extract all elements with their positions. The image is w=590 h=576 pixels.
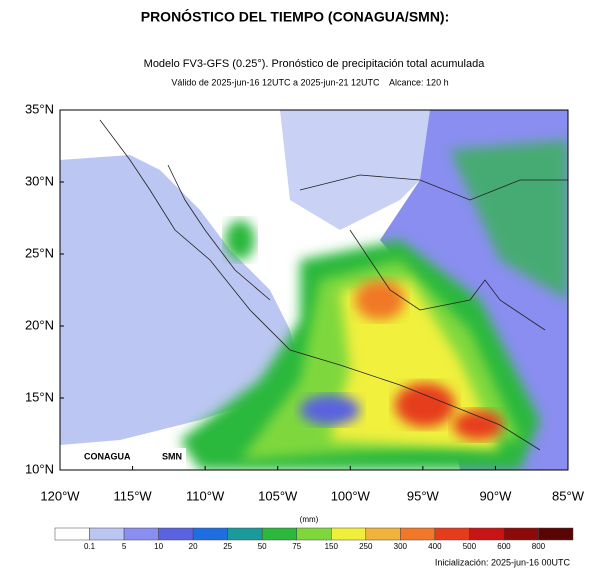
lon-label: 105°W [258, 488, 298, 503]
colorbar-label: 50 [258, 542, 267, 551]
colorbar-label: 75 [292, 542, 301, 551]
colorbar-label: 150 [325, 542, 339, 551]
lon-label: 110°W [186, 488, 225, 503]
lat-label: 20°N [25, 317, 54, 332]
colorbar-swatch [158, 527, 194, 541]
lon-label: 115°W [113, 488, 152, 503]
colorbar-swatch [400, 527, 436, 541]
init-note: Inicialización: 2025-jun-16 00UTC [435, 557, 571, 567]
lat-label: 30°N [25, 173, 54, 188]
colorbar-label: 500 [463, 542, 477, 551]
lat-label: 15°N [25, 389, 54, 404]
colorbar-swatch [261, 527, 297, 541]
colorbar-label: 5 [122, 542, 127, 551]
lon-label: 85°W [552, 488, 585, 503]
colorbar-swatch [434, 527, 470, 541]
lat-label: 25°N [25, 245, 54, 260]
lon-label: 120°W [40, 488, 80, 503]
colorbar-swatch [538, 527, 574, 541]
colorbar-label: 250 [359, 542, 373, 551]
colorbar-swatch [227, 527, 263, 541]
colorbar-label: 10 [154, 542, 163, 551]
colorbar-label: 600 [497, 542, 511, 551]
map-frame [59, 109, 569, 471]
colorbar-swatch [192, 527, 228, 541]
colorbar-label: 20 [189, 542, 198, 551]
colorbar-unit: (mm) [300, 515, 319, 524]
logo-smn: SMN [162, 451, 182, 461]
colorbar-swatch [296, 527, 332, 541]
lat-label: 35°N [25, 101, 54, 116]
colorbar-label: 800 [532, 542, 546, 551]
generated: 35°N 30°N 25°N 20°N 15°N 10°N 120°W 115°W 110°W 1… [25, 101, 585, 551]
lon-label: 95°W [407, 488, 440, 503]
page-title: PRONÓSTICO DEL TIEMPO (CONAGUA/SMN): [141, 8, 450, 25]
colorbar-swatch [89, 527, 125, 541]
lat-label: 10°N [25, 461, 54, 476]
map-subtitle: Válido de 2025-jun-16 12UTC a 2025-jun-2… [171, 77, 448, 87]
map-title: Modelo FV3-GFS (0.25°). Pronóstico de pr… [144, 58, 486, 70]
colorbar-label: 25 [223, 542, 232, 551]
lon-label: 100°W [331, 488, 371, 503]
colorbar-label: 300 [394, 542, 408, 551]
logo-conagua: CONAGUA [84, 451, 131, 461]
colorbar-swatch [331, 527, 367, 541]
colorbar-swatch [469, 527, 505, 541]
colorbar-swatch [123, 527, 159, 541]
map-area [60, 110, 568, 470]
colorbar-swatch [54, 527, 90, 541]
logo-box [66, 448, 186, 468]
colorbar-swatch [503, 527, 539, 541]
colorbar-label: 400 [428, 542, 442, 551]
lon-label: 90°W [479, 488, 512, 503]
colorbar-label: 0.1 [84, 542, 96, 551]
colorbar-swatch [365, 527, 401, 541]
